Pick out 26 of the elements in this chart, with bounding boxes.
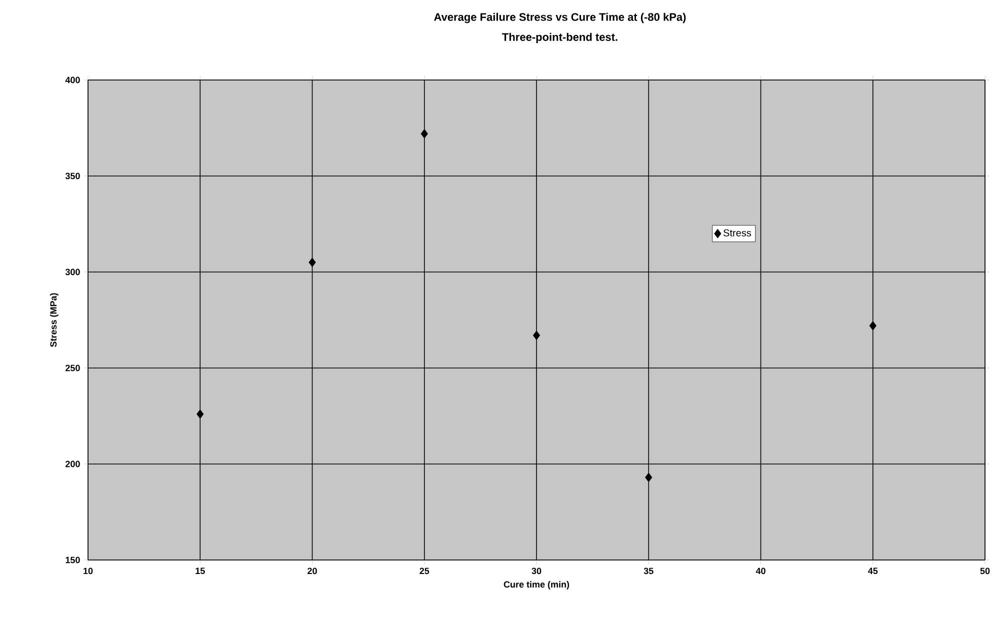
- x-axis-title: Cure time (min): [504, 580, 570, 590]
- x-tick-label: 45: [868, 568, 878, 574]
- y-tick-label: 250: [66, 364, 80, 372]
- y-tick-label: 150: [66, 556, 80, 564]
- chart-subtitle: Three-point-bend test.: [502, 32, 618, 44]
- y-tick-label: 400: [65, 76, 80, 84]
- x-tick-label: 25: [420, 568, 430, 574]
- x-tick-label: 15: [196, 568, 205, 574]
- chart-title: Average Failure Stress vs Cure Time at (-80 kPa): [434, 12, 686, 24]
- legend-label: Stress: [724, 229, 752, 236]
- point: [196, 409, 204, 419]
- x-tick-label: 10: [84, 568, 93, 574]
- x-tick-label: 35: [644, 568, 654, 574]
- point: [645, 472, 652, 482]
- x-tick-label: 50: [980, 568, 990, 574]
- x-tick-label: 20: [308, 568, 317, 574]
- point: [420, 129, 428, 138]
- y-tick-label: 200: [66, 460, 80, 468]
- y-tick-label: 300: [65, 268, 80, 276]
- point: [308, 258, 316, 268]
- x-tick-label: 30: [532, 568, 542, 574]
- point: [532, 330, 540, 340]
- x-tick-label: 40: [756, 568, 766, 574]
- y-tick-label: 350: [65, 172, 80, 180]
- y-axis-title: Stress (MPa): [50, 293, 58, 347]
- point: [869, 321, 876, 330]
